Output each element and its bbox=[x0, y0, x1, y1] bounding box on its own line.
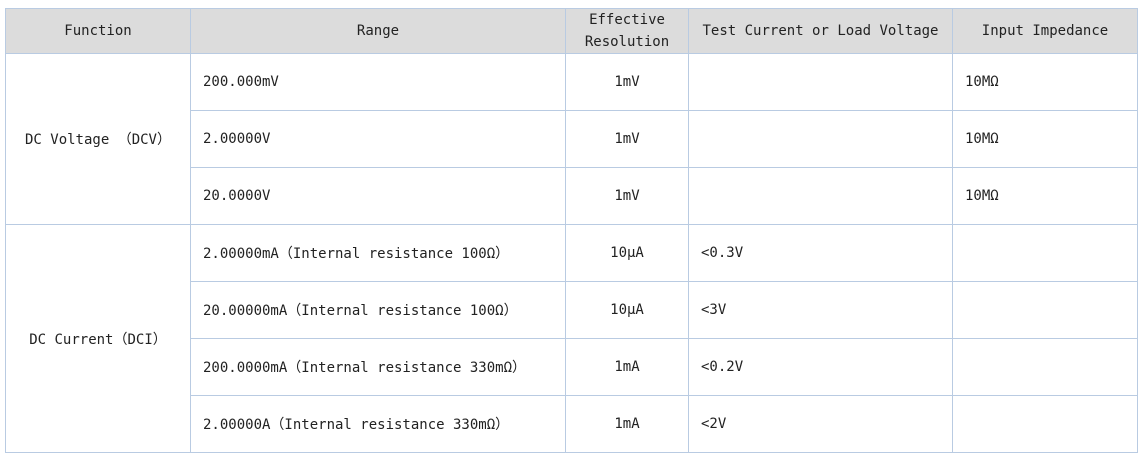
header-cell: Function bbox=[5, 8, 191, 54]
resolution-cell: 1mA bbox=[565, 395, 689, 453]
test-current-cell bbox=[688, 167, 953, 225]
table-row: DC Current（DCI） 2.00000mA（Internal resist… bbox=[5, 224, 1138, 453]
test-current-cell: <2V bbox=[688, 395, 953, 453]
range-cell: 200.0000mA（Internal resistance 330mΩ） bbox=[190, 338, 566, 396]
header-cell: Range bbox=[190, 8, 566, 54]
range-cell: 2.00000mA（Internal resistance 100Ω） bbox=[190, 224, 566, 282]
table-row: DC Voltage （DCV） 200.000mV 1mV 10MΩ bbox=[5, 53, 1138, 225]
range-cell: 20.0000V bbox=[190, 167, 566, 225]
spec-table: Function Range Effective Resolution Test Cu… bbox=[5, 8, 1138, 453]
function-cell: DC Current（DCI） bbox=[5, 224, 191, 453]
impedance-cell: 10MΩ bbox=[952, 167, 1138, 225]
table-row: 20.0000V 1mV 10MΩ bbox=[6, 167, 1138, 225]
impedance-cell: 10MΩ bbox=[952, 53, 1138, 111]
range-cell: 2.00000A（Internal resistance 330mΩ） bbox=[190, 395, 566, 453]
range-cell: 200.000mV bbox=[190, 53, 566, 111]
header-cell: Input Impedance bbox=[952, 8, 1138, 54]
range-cell: 2.00000V bbox=[190, 110, 566, 168]
table-row: 200.0000mA（Internal resistance 330mΩ） 1mA… bbox=[6, 338, 1138, 396]
test-current-cell bbox=[688, 110, 953, 168]
test-current-cell bbox=[688, 53, 953, 111]
test-current-cell: <0.2V bbox=[688, 338, 953, 396]
impedance-cell bbox=[952, 224, 1138, 282]
test-current-cell: <0.3V bbox=[688, 224, 953, 282]
function-cell: DC Voltage （DCV） bbox=[5, 53, 191, 225]
header-cell: Effective Resolution bbox=[565, 8, 689, 54]
resolution-cell: 1mV bbox=[565, 167, 689, 225]
table-body: DC Voltage （DCV） 200.000mV 1mV 10MΩ 2.00000V… bbox=[5, 53, 1138, 453]
resolution-cell: 1mA bbox=[565, 338, 689, 396]
header-cell: Test Current or Load Voltage bbox=[688, 8, 953, 54]
resolution-cell: 10μA bbox=[565, 281, 689, 339]
header-row: Function Range Effective Resolution Test Cu… bbox=[5, 8, 1138, 54]
resolution-cell: 1mV bbox=[565, 110, 689, 168]
table-row: 20.00000mA（Internal resistance 100Ω） 10μA… bbox=[6, 281, 1138, 339]
resolution-cell: 1mV bbox=[565, 53, 689, 111]
resolution-cell: 10μA bbox=[565, 224, 689, 282]
impedance-cell bbox=[952, 395, 1138, 453]
impedance-cell: 10MΩ bbox=[952, 110, 1138, 168]
impedance-cell bbox=[952, 338, 1138, 396]
table-row: 2.00000A（Internal resistance 330mΩ） 1mA <2… bbox=[6, 395, 1138, 453]
test-current-cell: <3V bbox=[688, 281, 953, 339]
table-row: 2.00000V 1mV 10MΩ bbox=[6, 110, 1138, 168]
impedance-cell bbox=[952, 281, 1138, 339]
range-cell: 20.00000mA（Internal resistance 100Ω） bbox=[190, 281, 566, 339]
